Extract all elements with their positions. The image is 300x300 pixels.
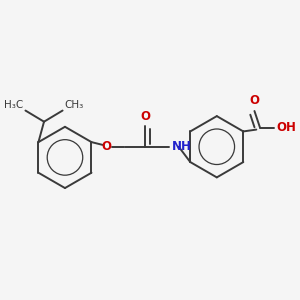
Text: OH: OH [277,121,297,134]
Text: O: O [140,110,150,123]
Text: H₃C: H₃C [4,100,24,110]
Text: O: O [101,140,111,153]
Text: O: O [250,94,260,107]
Text: CH₃: CH₃ [64,100,84,110]
Text: NH: NH [172,140,192,153]
